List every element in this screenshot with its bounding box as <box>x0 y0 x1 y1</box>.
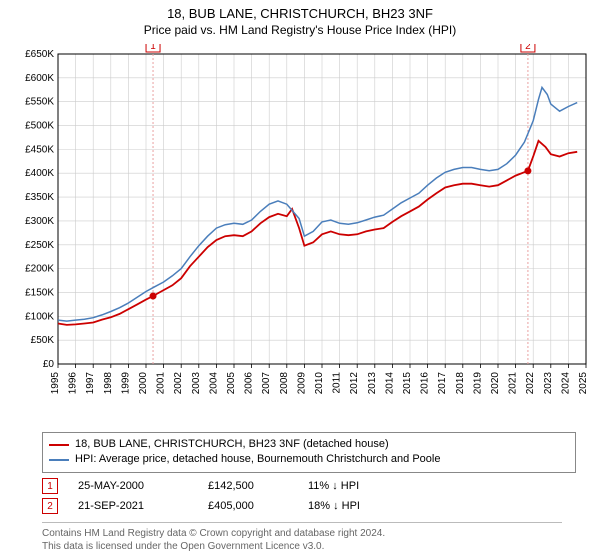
data-point-row: 1 25-MAY-2000 £142,500 11% ↓ HPI <box>42 478 562 494</box>
chart-area: £0 £50K £100K £150K £200K £250K £300K £350K £400… <box>10 44 590 424</box>
svg-text:2000: 2000 <box>138 372 149 395</box>
svg-text:£650K: £650K <box>25 49 54 60</box>
svg-text:2012: 2012 <box>349 372 360 395</box>
svg-text:2017: 2017 <box>437 372 448 395</box>
legend-swatch <box>49 459 69 461</box>
svg-text:2010: 2010 <box>314 372 325 395</box>
svg-text:2002: 2002 <box>173 372 184 395</box>
legend-label: 18, BUB LANE, CHRISTCHURCH, BH23 3NF (de… <box>75 437 389 452</box>
svg-text:£300K: £300K <box>25 216 54 227</box>
svg-text:2004: 2004 <box>208 372 219 395</box>
svg-text:£250K: £250K <box>25 240 54 251</box>
svg-text:£150K: £150K <box>25 287 54 298</box>
svg-text:2015: 2015 <box>402 372 413 395</box>
data-point-pct: 11% ↓ HPI <box>308 480 408 492</box>
data-point-marker: 1 <box>42 478 58 494</box>
legend-label: HPI: Average price, detached house, Bour… <box>75 452 440 467</box>
legend-item: HPI: Average price, detached house, Bour… <box>49 452 569 467</box>
data-point-rows: 1 25-MAY-2000 £142,500 11% ↓ HPI 2 21-SEP-202… <box>42 478 562 518</box>
svg-text:2018: 2018 <box>455 372 466 395</box>
svg-text:£350K: £350K <box>25 192 54 203</box>
svg-text:1997: 1997 <box>85 372 96 395</box>
data-point-marker: 2 <box>42 498 58 514</box>
svg-text:2016: 2016 <box>420 372 431 395</box>
svg-text:2024: 2024 <box>560 372 571 395</box>
footer-attribution: Contains HM Land Registry data © Crown c… <box>42 522 562 553</box>
data-point-price: £142,500 <box>208 480 288 492</box>
legend-item: 18, BUB LANE, CHRISTCHURCH, BH23 3NF (de… <box>49 437 569 452</box>
svg-text:1995: 1995 <box>50 372 61 395</box>
footer-line-1: Contains HM Land Registry data © Crown c… <box>42 527 562 540</box>
svg-text:2025: 2025 <box>578 372 589 395</box>
svg-text:£550K: £550K <box>25 97 54 108</box>
svg-text:£500K: £500K <box>25 121 54 132</box>
chart-title-address: 18, BUB LANE, CHRISTCHURCH, BH23 3NF <box>0 6 600 21</box>
svg-text:2006: 2006 <box>244 372 255 395</box>
svg-text:2: 2 <box>525 44 531 52</box>
svg-text:2013: 2013 <box>367 372 378 395</box>
svg-text:1998: 1998 <box>103 372 114 395</box>
svg-text:2007: 2007 <box>261 372 272 395</box>
svg-text:1: 1 <box>150 44 156 52</box>
svg-text:2021: 2021 <box>508 372 519 395</box>
svg-text:2008: 2008 <box>279 372 290 395</box>
svg-text:2022: 2022 <box>525 372 536 395</box>
svg-text:2005: 2005 <box>226 372 237 395</box>
svg-text:£200K: £200K <box>25 264 54 275</box>
svg-text:2023: 2023 <box>543 372 554 395</box>
svg-text:2011: 2011 <box>332 372 343 394</box>
data-point-date: 25-MAY-2000 <box>78 480 188 492</box>
svg-text:2014: 2014 <box>384 372 395 395</box>
data-point-price: £405,000 <box>208 500 288 512</box>
svg-text:1996: 1996 <box>68 372 79 395</box>
legend-swatch <box>49 444 69 446</box>
data-point-pct: 18% ↓ HPI <box>308 500 408 512</box>
svg-text:£450K: £450K <box>25 144 54 155</box>
chart-title-subtitle: Price paid vs. HM Land Registry's House … <box>0 23 600 37</box>
svg-text:1999: 1999 <box>120 372 131 395</box>
svg-text:2009: 2009 <box>296 372 307 395</box>
legend: 18, BUB LANE, CHRISTCHURCH, BH23 3NF (de… <box>42 432 576 473</box>
svg-text:£100K: £100K <box>25 311 54 322</box>
footer-line-2: This data is licensed under the Open Gov… <box>42 540 562 553</box>
svg-text:£400K: £400K <box>25 168 54 179</box>
svg-text:£0: £0 <box>43 359 55 370</box>
svg-text:2019: 2019 <box>472 372 483 395</box>
svg-text:£50K: £50K <box>31 335 55 346</box>
svg-text:2003: 2003 <box>191 372 202 395</box>
svg-text:2001: 2001 <box>156 372 167 395</box>
svg-text:£600K: £600K <box>25 73 54 84</box>
data-point-date: 21-SEP-2021 <box>78 500 188 512</box>
data-point-row: 2 21-SEP-2021 £405,000 18% ↓ HPI <box>42 498 562 514</box>
svg-text:2020: 2020 <box>490 372 501 395</box>
